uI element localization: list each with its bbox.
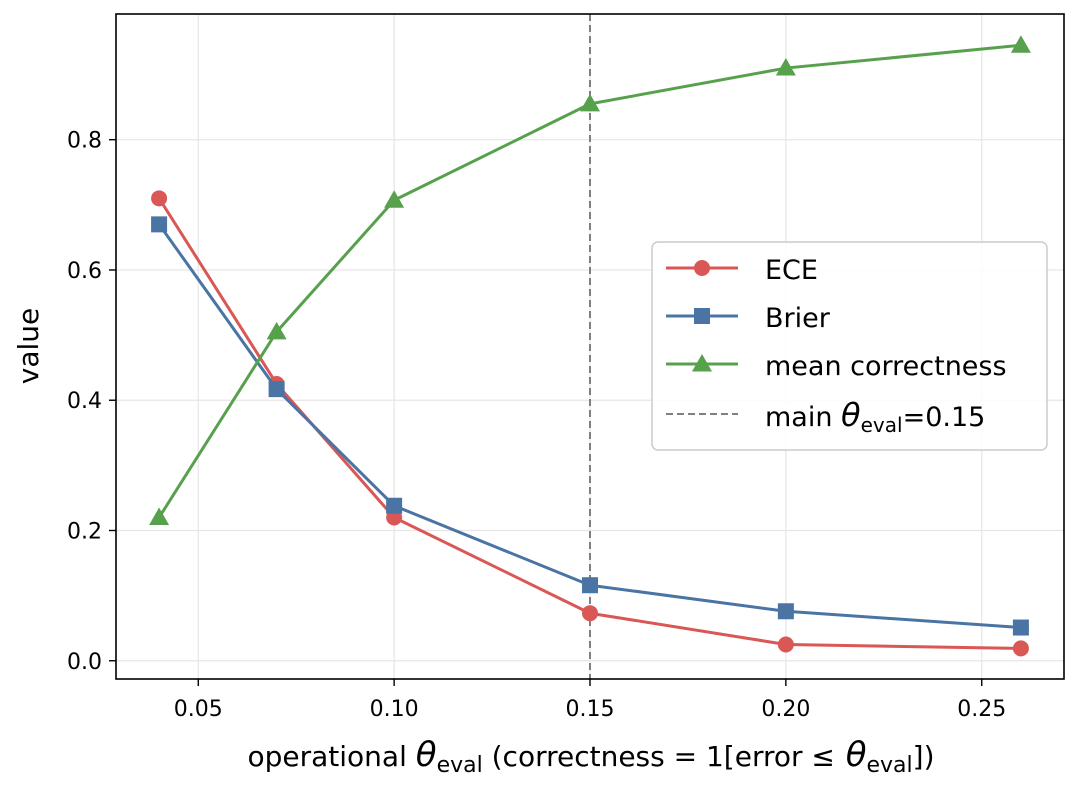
legend-label-brier: Brier [765, 303, 831, 334]
y-axis-label: value [12, 308, 45, 384]
legend-ref-suffix: =0.15 [903, 402, 986, 433]
point-mean-correctness-2 [384, 190, 405, 208]
y-tick-label-2: 0.4 [67, 389, 102, 414]
x-axis-label-suffix: ]) [913, 740, 935, 773]
point-brier-3 [582, 577, 598, 594]
x-axis-label-middle: (correctness = 1[error [483, 740, 812, 773]
point-brier-4 [777, 603, 794, 620]
point-ece-5 [1012, 640, 1029, 657]
ticks-group: 0.05 0.10 0.15 0.20 0.25 0.0 0.2 0.4 0.6 0.8 [67, 129, 1006, 722]
point-brier-2 [386, 497, 403, 514]
legend-label-ece: ECE [765, 255, 818, 286]
legend-entries [666, 260, 738, 415]
x-tick-label-3: 0.20 [761, 697, 810, 722]
point-ece-4 [777, 636, 794, 653]
y-tick-label-0: 0.0 [67, 650, 102, 675]
x-axis-label-op: ≤ [811, 740, 834, 773]
x-axis-label-prefix: operational [247, 740, 415, 773]
legend-ref-theta: θ [841, 396, 861, 434]
legend-label-mean-correctness: mean correctness [765, 351, 1007, 382]
x-axis-label-theta: θ [416, 735, 437, 775]
legend-marker-mean-correctness [692, 354, 712, 372]
x-axis-label: operational θeval (correctness = 1[error… [247, 735, 934, 778]
y-tick-label-3: 0.6 [67, 259, 102, 284]
legend-box [651, 241, 1048, 451]
point-mean-correctness-5 [1010, 35, 1031, 53]
point-ece-0 [151, 190, 168, 207]
series-group [149, 35, 1031, 657]
series-mean-correctness [149, 35, 1031, 525]
series-line-ece [157, 197, 1021, 650]
legend: ECE Brier mean correctness main θeval=0.… [651, 241, 1048, 451]
point-mean-correctness-4 [775, 58, 796, 76]
legend-ref-sub: eval [861, 413, 903, 437]
point-brier-5 [1012, 619, 1029, 636]
point-brier-0 [151, 216, 168, 233]
point-mean-correctness-0 [149, 507, 170, 525]
x-tick-label-4: 0.25 [957, 697, 1006, 722]
legend-ref-prefix: main [765, 402, 841, 433]
legend-marker-ece [694, 260, 710, 276]
x-axis-label-sub: eval [437, 753, 483, 778]
point-ece-3 [582, 605, 598, 622]
x-tick-label-2: 0.15 [566, 697, 615, 722]
point-brier-1 [268, 381, 285, 398]
x-tick-label-1: 0.10 [370, 697, 419, 722]
x-axis-label-sub-2: eval [867, 753, 913, 778]
series-line-mean-correctness [157, 43, 1022, 519]
y-tick-label-4: 0.8 [67, 129, 102, 154]
x-tick-label-0: 0.05 [174, 697, 223, 722]
legend-marker-brier [694, 308, 710, 324]
x-axis-label-theta-2: θ [835, 735, 867, 775]
point-mean-correctness-3 [580, 93, 600, 112]
y-tick-label-1: 0.2 [67, 519, 102, 544]
legend-label-reference: main θeval=0.15 [765, 396, 985, 437]
point-mean-correctness-1 [266, 321, 287, 340]
